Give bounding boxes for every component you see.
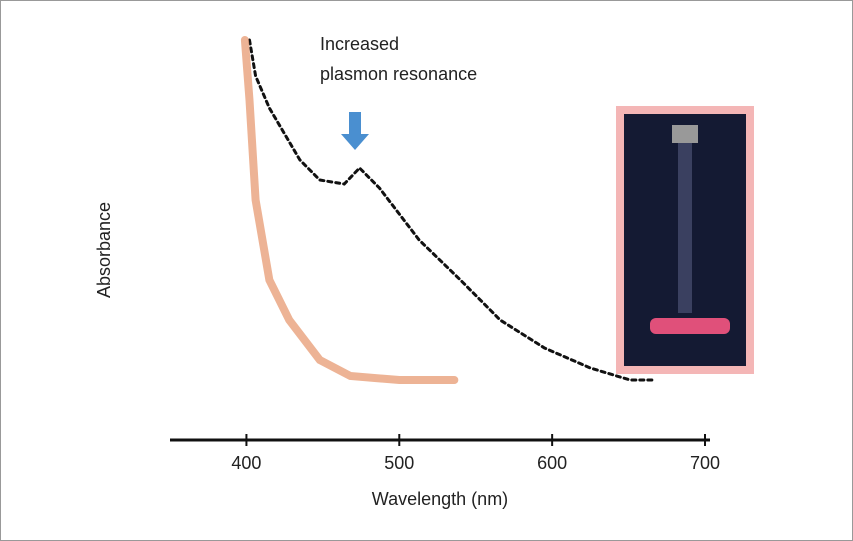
x-axis-label: Wavelength (nm) (372, 489, 508, 509)
inset-photo (616, 106, 754, 374)
series-line (249, 40, 654, 380)
annotation-line-2: plasmon resonance (320, 64, 477, 84)
x-tick-label: 400 (231, 453, 261, 473)
arrow (341, 112, 369, 150)
x-tick-label: 600 (537, 453, 567, 473)
x-tick-label: 500 (384, 453, 414, 473)
cuvette-cap (672, 125, 698, 143)
chart: Increased plasmon resonance Wavelength (… (0, 0, 853, 541)
y-axis-label: Absorbance (94, 202, 114, 298)
x-tick-label: 700 (690, 453, 720, 473)
series-line (245, 40, 454, 380)
cuvette-liquid (650, 318, 730, 334)
cuvette (678, 143, 692, 313)
annotation-line-1: Increased (320, 34, 399, 54)
